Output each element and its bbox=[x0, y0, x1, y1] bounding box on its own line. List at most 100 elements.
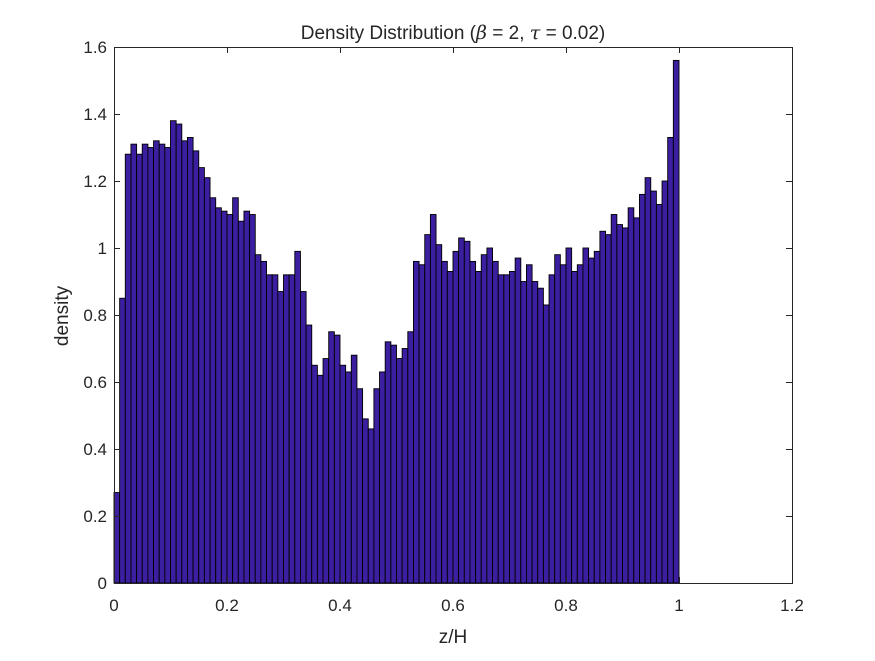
x-axis-ticks: 0 0.2 0.4 0.6 0.8 1 1.2 bbox=[109, 47, 804, 615]
histogram-bar bbox=[147, 147, 154, 584]
histogram-bar bbox=[407, 331, 414, 584]
chart-title: Density Distribution (β = 2, τ = 0.02) bbox=[301, 22, 606, 44]
histogram-bar bbox=[232, 197, 239, 584]
histogram-bar bbox=[175, 123, 183, 584]
histogram-bar bbox=[526, 264, 533, 584]
histogram-bar bbox=[520, 281, 527, 584]
histogram-bar bbox=[441, 260, 448, 584]
histogram-bar bbox=[593, 250, 601, 584]
histogram-bar bbox=[463, 240, 471, 584]
y-tick-label: 0.2 bbox=[83, 507, 107, 526]
histogram-bar bbox=[322, 358, 330, 584]
histogram-bar bbox=[158, 143, 166, 584]
histogram-bar bbox=[305, 324, 313, 584]
histogram-bar bbox=[181, 140, 188, 584]
y-tick-label: 0 bbox=[98, 574, 107, 593]
histogram-bar bbox=[130, 143, 138, 584]
x-tick-label: 0.8 bbox=[554, 596, 578, 615]
histogram-bar bbox=[294, 250, 301, 584]
histogram-bar bbox=[345, 371, 352, 584]
histogram-bar bbox=[650, 190, 657, 584]
histogram-bar bbox=[186, 136, 194, 584]
y-axis-label: density bbox=[52, 285, 73, 346]
histogram-bar bbox=[401, 348, 409, 584]
histogram-bar bbox=[333, 334, 341, 584]
histogram-bar bbox=[576, 264, 584, 584]
histogram-bar bbox=[452, 250, 460, 584]
histogram-bar bbox=[356, 388, 364, 584]
histogram-bar bbox=[475, 271, 482, 584]
title-part-2: = 2, bbox=[487, 23, 530, 44]
histogram-bar bbox=[203, 177, 211, 584]
histogram-bar bbox=[339, 364, 347, 584]
histogram-bar bbox=[362, 418, 369, 584]
histogram-bar bbox=[469, 260, 477, 584]
histogram-bar bbox=[537, 287, 544, 584]
histogram-bar bbox=[582, 247, 590, 584]
histogram-bar bbox=[277, 291, 284, 584]
y-tick-label: 1 bbox=[98, 239, 107, 258]
histogram-bar bbox=[486, 247, 493, 584]
histogram-bar bbox=[249, 214, 256, 584]
histogram-bar bbox=[124, 153, 132, 584]
histogram-bar bbox=[136, 153, 143, 584]
histogram-bar bbox=[300, 291, 307, 584]
histogram-bar bbox=[514, 257, 522, 584]
histogram-bar bbox=[639, 193, 646, 584]
histogram-bar bbox=[542, 304, 550, 584]
histogram-bar bbox=[198, 167, 205, 584]
histogram-bar bbox=[610, 214, 618, 584]
title-part-1: Density Distribution ( bbox=[301, 23, 477, 44]
histogram-bar bbox=[616, 224, 623, 584]
histogram-bar bbox=[503, 274, 510, 584]
histogram-bar bbox=[565, 247, 573, 584]
histogram-bar bbox=[667, 136, 674, 584]
histogram-bar bbox=[492, 260, 499, 584]
histogram-bar bbox=[396, 358, 403, 584]
histogram-bar bbox=[283, 274, 290, 584]
histogram-bar bbox=[170, 120, 177, 584]
histogram-bar bbox=[164, 147, 171, 584]
histogram-bar bbox=[237, 220, 245, 584]
histogram-bar bbox=[548, 274, 556, 584]
y-tick-label: 0.4 bbox=[83, 440, 107, 459]
title-part-3: = 0.02) bbox=[540, 23, 605, 44]
histogram-bar bbox=[622, 227, 629, 584]
histogram-bar bbox=[424, 234, 431, 584]
histogram-bar bbox=[588, 257, 595, 584]
histogram-bar bbox=[226, 214, 234, 584]
title-beta-symbol: β bbox=[475, 22, 487, 44]
histogram-bar bbox=[458, 237, 465, 584]
x-tick-label: 0.4 bbox=[328, 596, 352, 615]
histogram-bar bbox=[672, 59, 680, 584]
histogram-bar bbox=[497, 274, 505, 584]
y-axis-ticks: 0 0.2 0.4 0.6 0.8 1 1.2 1.4 1.6 bbox=[83, 38, 792, 593]
histogram-bar bbox=[480, 254, 488, 584]
histogram-bar bbox=[379, 371, 386, 584]
histogram-bar bbox=[429, 214, 437, 584]
histogram-bar bbox=[328, 331, 335, 584]
title-tau-symbol: τ bbox=[530, 22, 541, 44]
histogram-bar bbox=[209, 197, 217, 584]
histogram-bar bbox=[644, 177, 652, 584]
histogram-bar bbox=[605, 234, 612, 584]
histogram-bar bbox=[531, 281, 539, 584]
histogram-bar bbox=[260, 260, 267, 584]
histogram-bar bbox=[373, 388, 380, 584]
histogram-bar bbox=[316, 374, 324, 584]
y-tick-label: 0.6 bbox=[83, 373, 107, 392]
histogram-bar bbox=[390, 344, 397, 584]
histogram-bar bbox=[413, 260, 420, 584]
histogram-bar bbox=[220, 210, 228, 584]
histogram-bar bbox=[633, 217, 640, 584]
histogram-bar bbox=[271, 274, 279, 584]
histogram-bar bbox=[446, 271, 454, 584]
histogram-bar bbox=[153, 140, 160, 584]
histogram-bar bbox=[559, 264, 567, 584]
histogram-bar bbox=[288, 274, 296, 584]
histogram-bar bbox=[435, 244, 443, 584]
histogram-bar bbox=[266, 274, 273, 584]
histogram-bar bbox=[554, 254, 561, 584]
